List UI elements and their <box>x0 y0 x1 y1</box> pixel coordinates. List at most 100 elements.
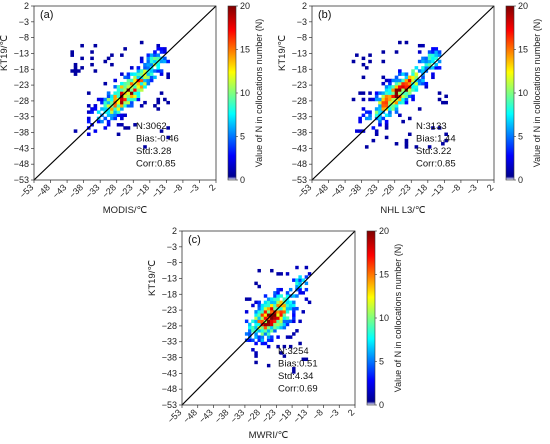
density-cells <box>70 40 170 149</box>
stat-line: N:3254 <box>278 346 309 357</box>
density-cell <box>120 107 124 111</box>
density-cell <box>421 56 425 61</box>
density-cell <box>381 59 386 64</box>
density-cell <box>358 91 362 95</box>
density-cell <box>149 62 154 67</box>
y-tick-label: −3 <box>167 242 177 252</box>
density-cell <box>129 72 134 76</box>
density-cell <box>391 97 396 102</box>
density-cell <box>279 294 283 298</box>
x-tick-label: −13 <box>428 182 446 200</box>
x-tick-label: −8 <box>448 182 462 196</box>
density-cell <box>139 104 144 108</box>
density-cell <box>146 59 151 64</box>
density-cell <box>378 110 382 114</box>
density-cell <box>394 81 399 86</box>
density-cell <box>156 62 161 67</box>
density-cell <box>257 306 261 311</box>
density-cell <box>421 69 425 73</box>
density-cell <box>270 316 274 320</box>
density-cell <box>288 303 293 308</box>
y-tick-label: −33 <box>292 112 307 122</box>
density-cell <box>384 94 389 99</box>
density-cell <box>285 322 290 327</box>
density-cell <box>285 319 290 324</box>
panel-label: (c) <box>188 234 201 246</box>
density-cell <box>251 319 255 324</box>
density-cell <box>378 91 382 95</box>
density-cell <box>257 335 261 339</box>
density-cell <box>113 91 118 95</box>
density-cell <box>166 100 170 105</box>
x-axis-label: MODIS/℃ <box>103 205 148 216</box>
colorbar-label: Value of N in collocations number (N) <box>532 19 542 167</box>
density-cell <box>421 78 425 83</box>
density-cell <box>123 97 127 102</box>
density-cell <box>116 88 121 92</box>
density-cell <box>116 94 121 99</box>
density-cell <box>106 110 111 114</box>
density-cell <box>388 100 392 105</box>
density-cell <box>120 116 124 121</box>
y-tick-label: −18 <box>162 289 177 299</box>
density-cell <box>414 88 419 92</box>
panel-2: −53−48−43−38−33−28−23−18−13 −8 −3 22−3−8−13… <box>277 1 542 216</box>
density-cell <box>110 107 114 111</box>
density-cell <box>404 40 409 45</box>
density-cell <box>282 344 287 349</box>
density-cell <box>285 272 290 276</box>
x-tick-label: −3 <box>187 182 201 196</box>
density-cell <box>90 50 94 54</box>
density-cell <box>378 119 382 124</box>
density-cell <box>136 81 141 86</box>
density-cell <box>444 100 448 105</box>
density-cell <box>156 66 161 70</box>
density-cell <box>411 97 415 102</box>
density-cell <box>163 59 167 64</box>
density-cell <box>404 75 409 80</box>
x-tick-label: −48 <box>312 182 330 200</box>
density-cell <box>401 119 405 124</box>
x-tick-label: −43 <box>329 182 347 200</box>
density-cell <box>139 69 144 73</box>
density-cell <box>276 303 280 308</box>
density-cell <box>159 69 164 73</box>
y-tick-label: 2 <box>24 1 29 11</box>
density-cell <box>136 85 141 89</box>
density-cell <box>159 50 164 54</box>
density-cell <box>437 59 442 64</box>
density-cell <box>298 341 302 346</box>
density-cell <box>263 313 268 317</box>
density-cell <box>288 319 293 324</box>
density-cell <box>364 116 369 121</box>
density-cell <box>146 56 151 61</box>
density-cell <box>163 56 167 61</box>
density-cell <box>86 110 91 114</box>
density-cell <box>260 335 265 339</box>
density-cell <box>266 363 271 368</box>
density-cell <box>404 145 409 149</box>
density-cell <box>129 78 134 83</box>
density-cell <box>254 325 258 330</box>
density-cell <box>431 66 435 70</box>
x-tick-label: −48 <box>181 407 199 425</box>
density-cell <box>404 81 409 86</box>
density-cell <box>276 313 280 317</box>
density-cell <box>263 303 268 308</box>
density-cell <box>427 50 432 54</box>
density-cell <box>276 272 280 276</box>
density-cell <box>301 310 305 314</box>
density-cell <box>126 100 131 105</box>
density-cell <box>146 62 151 67</box>
density-cell <box>391 78 396 83</box>
density-cell <box>424 66 429 70</box>
x-tick-label: −28 <box>100 182 118 200</box>
colorbar-tick-label: 0 <box>240 175 245 185</box>
density-cell <box>388 97 392 102</box>
density-cell <box>263 322 268 327</box>
density-cell <box>70 50 75 54</box>
density-cell <box>133 97 137 102</box>
density-cell <box>431 72 435 76</box>
density-cell <box>133 94 137 99</box>
density-cell <box>251 329 255 333</box>
